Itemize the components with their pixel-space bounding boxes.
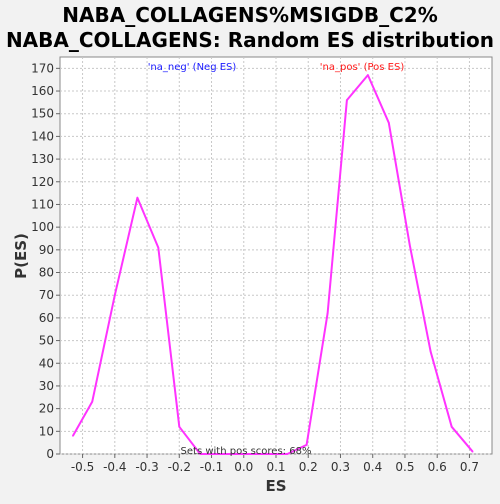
x-axis-label: ES xyxy=(265,477,286,495)
data-point xyxy=(346,99,348,101)
data-point xyxy=(72,435,74,437)
y-tick-label: 120 xyxy=(31,175,54,189)
y-axis-ticks: 0 10 20 30 40 50 60 70 80 90 100 110 120 130 140 150 160… xyxy=(31,61,60,461)
data-point xyxy=(326,312,329,315)
x-tick-label: -0.5 xyxy=(71,460,94,474)
y-axis-label: P(ES) xyxy=(12,233,30,279)
y-tick-label: 170 xyxy=(31,61,54,75)
x-tick-label: 0.3 xyxy=(331,460,350,474)
data-point xyxy=(367,74,369,76)
data-point xyxy=(136,196,139,199)
x-tick-label: -0.2 xyxy=(168,460,191,474)
y-tick-label: 60 xyxy=(39,311,54,325)
footer-pos-scores: Sets with pos scores: 68% xyxy=(181,446,312,457)
data-point xyxy=(242,453,245,455)
data-point xyxy=(199,453,202,455)
y-tick-label: 160 xyxy=(31,84,54,98)
data-point xyxy=(388,121,390,124)
data-point xyxy=(114,294,116,297)
x-tick-label: -0.3 xyxy=(135,460,158,474)
plot-area xyxy=(59,56,493,455)
series-line-0 xyxy=(72,74,474,455)
chart-title-line1: NABA_COLLAGENS%MSIGDB_C2% xyxy=(62,3,438,27)
x-tick-label: 0.5 xyxy=(395,460,414,474)
y-tick-label: 150 xyxy=(31,107,54,121)
grid-lines xyxy=(60,57,492,455)
data-point xyxy=(178,425,181,428)
x-tick-label: -0.1 xyxy=(200,460,223,474)
x-tick-label: 0.1 xyxy=(266,460,285,474)
series-group xyxy=(72,74,474,455)
y-tick-label: 70 xyxy=(39,288,54,302)
y-tick-label: 10 xyxy=(39,424,54,438)
data-point xyxy=(157,246,160,249)
x-tick-label: 0.2 xyxy=(299,460,318,474)
y-tick-label: 110 xyxy=(31,197,54,211)
data-point xyxy=(450,425,453,428)
data-point xyxy=(408,244,411,247)
annotation-neg-es: 'na_neg' (Neg ES) xyxy=(148,62,237,73)
data-point xyxy=(91,401,94,403)
data-point xyxy=(220,453,222,455)
y-tick-label: 140 xyxy=(31,129,54,143)
chart-title-line2: NABA_COLLAGENS: Random ES distribution xyxy=(6,28,494,52)
y-tick-label: 100 xyxy=(31,220,54,234)
y-tick-label: 130 xyxy=(31,152,54,166)
x-tick-label: 0.6 xyxy=(428,460,447,474)
x-tick-label: 0.0 xyxy=(234,460,253,474)
y-tick-label: 0 xyxy=(46,447,54,461)
data-point xyxy=(429,351,432,353)
y-tick-label: 50 xyxy=(39,334,54,348)
data-point xyxy=(471,450,474,453)
x-tick-label: 0.4 xyxy=(363,460,382,474)
y-tick-label: 40 xyxy=(39,356,54,370)
x-tick-label: 0.7 xyxy=(460,460,479,474)
y-tick-label: 90 xyxy=(39,243,54,257)
x-tick-label: -0.4 xyxy=(103,460,126,474)
annotation-pos-es: 'na_pos' (Pos ES) xyxy=(320,62,405,73)
x-axis-ticks: -0.5 -0.4 -0.3 -0.2 -0.1 0.0 0.1 0.2 0.3 0.4 0.5 0.… xyxy=(71,454,479,474)
y-tick-label: 80 xyxy=(39,266,54,280)
data-point xyxy=(286,453,289,455)
y-tick-label: 20 xyxy=(39,402,54,416)
data-point xyxy=(265,453,268,455)
data-point xyxy=(305,444,308,446)
y-tick-label: 30 xyxy=(39,379,54,393)
